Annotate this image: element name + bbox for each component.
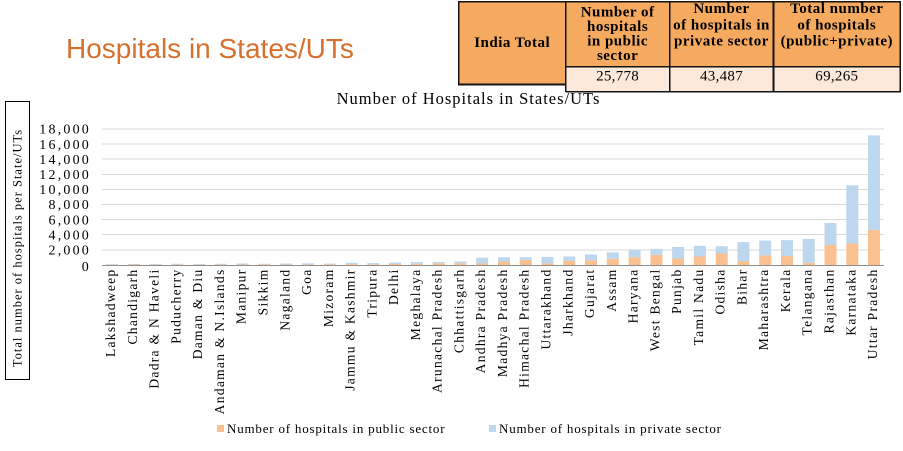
svg-text:Sikkim: Sikkim	[256, 269, 271, 316]
svg-text:Madhya Pradesh: Madhya Pradesh	[495, 269, 510, 378]
svg-text:Assam: Assam	[604, 269, 619, 312]
svg-text:of hospitals in: of hospitals in	[673, 17, 770, 33]
svg-text:Rajasthan: Rajasthan	[822, 269, 837, 334]
svg-text:private sector: private sector	[674, 34, 769, 50]
svg-text:25,778: 25,778	[596, 69, 639, 85]
svg-text:Karnataka: Karnataka	[843, 269, 858, 336]
svg-text:Tripura: Tripura	[364, 269, 379, 318]
svg-text:(public+private): (public+private)	[781, 34, 893, 50]
svg-text:sector: sector	[597, 48, 638, 64]
svg-text:16,000: 16,000	[39, 138, 91, 153]
svg-text:Daman & Diu: Daman & Diu	[190, 269, 205, 360]
svg-text:Dadra & N Haveli: Dadra & N Haveli	[147, 269, 162, 389]
svg-text:Uttarakhand: Uttarakhand	[539, 269, 554, 350]
svg-text:4,000: 4,000	[49, 228, 92, 243]
svg-text:Lakshadweep: Lakshadweep	[103, 269, 118, 358]
svg-text:Delhi: Delhi	[386, 269, 401, 306]
svg-text:12,000: 12,000	[39, 168, 91, 183]
svg-text:Himachal Pradesh: Himachal Pradesh	[517, 269, 532, 388]
svg-text:India Total: India Total	[474, 35, 550, 51]
svg-text:of hospitals: of hospitals	[797, 17, 876, 33]
svg-text:Kerala: Kerala	[778, 269, 793, 313]
svg-text:Number of: Number of	[581, 5, 655, 21]
svg-text:Chhattisgarh: Chhattisgarh	[451, 269, 466, 354]
svg-text:Jharkhand: Jharkhand	[560, 269, 575, 336]
svg-text:Chandigarh: Chandigarh	[125, 269, 140, 345]
svg-text:8,000: 8,000	[49, 198, 92, 213]
svg-text:0: 0	[82, 260, 91, 275]
svg-text:hospitals: hospitals	[587, 19, 648, 35]
svg-text:Manipur: Manipur	[234, 269, 249, 325]
svg-text:Andhra Pradesh: Andhra Pradesh	[473, 269, 488, 374]
svg-text:10,000: 10,000	[39, 183, 91, 198]
svg-text:Arunachal Pradesh: Arunachal Pradesh	[430, 269, 445, 393]
svg-text:18,000: 18,000	[39, 123, 91, 138]
svg-text:Jammu & Kashmir: Jammu & Kashmir	[343, 269, 358, 391]
svg-text:Gujarat: Gujarat	[582, 269, 597, 319]
svg-text:in public: in public	[587, 34, 648, 50]
svg-text:West Bengal: West Bengal	[647, 269, 662, 352]
svg-text:Uttar Pradesh: Uttar Pradesh	[865, 269, 880, 360]
svg-text:Meghalaya: Meghalaya	[408, 269, 423, 341]
svg-text:Haryana: Haryana	[626, 269, 641, 324]
svg-text:2,000: 2,000	[49, 244, 92, 259]
svg-text:Bihar: Bihar	[734, 269, 749, 306]
svg-text:14,000: 14,000	[39, 153, 91, 168]
svg-text:Number: Number	[693, 1, 749, 17]
svg-text:Puducherry: Puducherry	[168, 269, 183, 344]
svg-text:Total number: Total number	[790, 1, 883, 17]
svg-text:43,487: 43,487	[700, 69, 743, 85]
svg-text:Tamil Nadu: Tamil Nadu	[691, 269, 706, 346]
svg-text:Telangana: Telangana	[800, 269, 815, 336]
svg-text:69,265: 69,265	[815, 69, 858, 85]
svg-text:Maharashtra: Maharashtra	[756, 269, 771, 351]
svg-text:Mizoram: Mizoram	[321, 269, 336, 328]
svg-text:Odisha: Odisha	[713, 269, 728, 315]
svg-text:6,000: 6,000	[49, 213, 92, 228]
svg-text:Goa: Goa	[299, 269, 314, 295]
svg-text:Nagaland: Nagaland	[277, 269, 292, 331]
svg-text:Punjab: Punjab	[669, 269, 684, 314]
svg-text:Andaman & N.Islands: Andaman & N.Islands	[212, 269, 227, 415]
